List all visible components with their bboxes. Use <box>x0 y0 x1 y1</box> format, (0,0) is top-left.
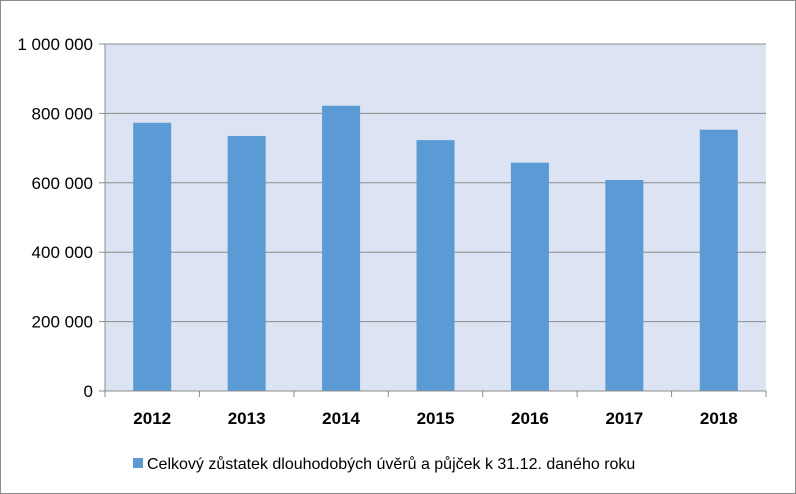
y-tick-label: 200 000 <box>32 313 93 332</box>
x-tick-label: 2017 <box>605 409 643 428</box>
x-tick-label: 2014 <box>322 409 360 428</box>
bar <box>227 135 266 391</box>
bar <box>510 162 549 391</box>
bar <box>416 140 455 391</box>
legend-label: Celkový zůstatek dlouhodobých úvěrů a pů… <box>147 455 635 473</box>
legend-swatch <box>133 458 143 468</box>
x-tick-label: 2016 <box>511 409 549 428</box>
bar <box>699 129 738 392</box>
y-tick-label: 600 000 <box>32 174 93 193</box>
y-tick-label: 1 000 000 <box>17 35 93 54</box>
bar <box>605 180 644 391</box>
axes <box>104 44 767 397</box>
bars <box>133 105 738 392</box>
bar <box>322 105 361 392</box>
y-tick-label: 400 000 <box>32 243 93 262</box>
bar <box>133 122 172 392</box>
x-tick-label: 2018 <box>700 409 738 428</box>
y-axis-tick-labels: 0 200 000 400 000 600 000 800 000 1 000 000 <box>17 35 93 401</box>
legend: Celkový zůstatek dlouhodobých úvěrů a pů… <box>133 455 635 473</box>
x-axis-tick-labels: 2012 2013 2014 2015 2016 2017 2018 <box>133 409 737 428</box>
x-tick-label: 2015 <box>417 409 455 428</box>
y-tick-label: 800 000 <box>32 104 93 123</box>
x-tick-label: 2013 <box>228 409 266 428</box>
x-tick-label: 2012 <box>133 409 171 428</box>
y-tick-label: 0 <box>84 382 93 401</box>
